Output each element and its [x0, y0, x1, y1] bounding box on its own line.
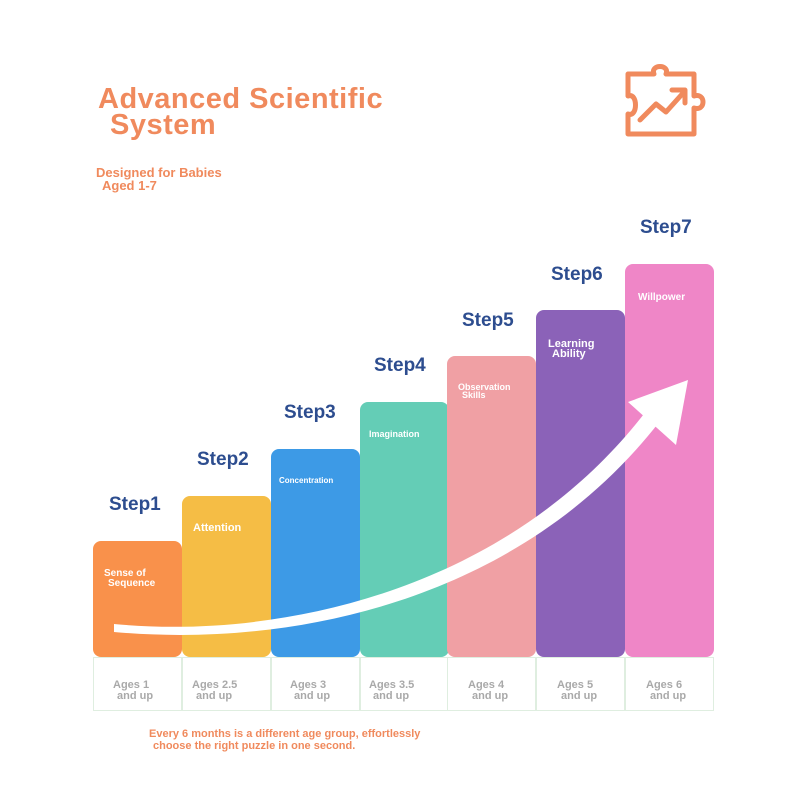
step-bar-1: [93, 541, 182, 657]
subtitle-line-1: Designed for Babies: [96, 165, 222, 180]
step-label-3: Step3: [284, 402, 336, 423]
age-box-2: [182, 657, 271, 711]
age-label-7-line-2: and up: [650, 690, 687, 702]
step-label-1: Step1: [109, 494, 161, 515]
puzzle-growth-icon: [625, 64, 706, 137]
age-box-6: [536, 657, 625, 711]
step-label-2: Step2: [197, 449, 249, 470]
subtitle-line-2: Aged 1-7: [102, 178, 157, 193]
footer-note: Every 6 months is a different age group,…: [149, 728, 420, 752]
age-label-5: Ages 4 and up: [468, 680, 508, 702]
step-bar-4: [360, 402, 449, 657]
skill-label-6-line-2: Ability: [552, 348, 586, 360]
age-label-7: Ages 6 and up: [646, 680, 686, 702]
age-label-1-line-2: and up: [117, 690, 154, 702]
title-line-2: System: [110, 109, 217, 141]
age-label-6-line-1: Ages 5: [557, 679, 594, 691]
step-bar-7: [625, 264, 714, 657]
title-line-1: Advanced Scientific: [98, 83, 384, 115]
age-label-3-line-1: Ages 3: [290, 679, 327, 691]
step-label-7: Step7: [640, 217, 692, 238]
skill-label-1-line-2: Sequence: [108, 578, 156, 589]
step-bar-2: [182, 496, 271, 657]
age-label-1-line-1: Ages 1: [113, 679, 150, 691]
step-label-6: Step6: [551, 264, 603, 285]
skill-label-2: Attention: [193, 522, 242, 534]
skill-label-5-line-1: Observation: [458, 382, 511, 392]
age-box-3: [271, 657, 360, 711]
skill-label-6-line-1: Learning: [548, 338, 595, 350]
age-label-7-line-1: Ages 6: [646, 679, 683, 691]
age-label-2: Ages 2.5 and up: [192, 680, 237, 702]
step-bar-5: [447, 356, 536, 657]
age-label-3: Ages 3 and up: [290, 680, 330, 702]
age-label-2-line-2: and up: [196, 690, 233, 702]
subtitle: Designed for Babies Aged 1-7: [96, 166, 222, 192]
age-label-3-line-2: and up: [294, 690, 331, 702]
skill-label-7: Willpower: [638, 292, 686, 303]
age-box-7: [625, 657, 714, 711]
age-label-4: Ages 3.5 and up: [369, 680, 414, 702]
age-box-1: [93, 657, 182, 711]
age-label-1: Ages 1 and up: [113, 680, 153, 702]
age-label-6: Ages 5 and up: [557, 680, 597, 702]
skill-label-4: Imagination: [369, 429, 420, 439]
age-label-4-line-2: and up: [373, 690, 410, 702]
page-title: Advanced Scientific System: [98, 83, 384, 141]
age-label-2-line-1: Ages 2.5: [192, 679, 238, 691]
age-label-5-line-2: and up: [472, 690, 509, 702]
footer-line-2: choose the right puzzle in one second.: [153, 740, 356, 752]
age-label-6-line-2: and up: [561, 690, 598, 702]
age-box-5: [447, 657, 536, 711]
skill-label-3: Concentration: [279, 476, 334, 485]
skill-label-1: Sense of Sequence: [104, 569, 155, 589]
skill-label-6: Learning Ability: [548, 338, 595, 360]
skill-label-5-line-2: Skills: [462, 390, 486, 400]
step-label-4: Step4: [374, 355, 426, 376]
age-box-4: [360, 657, 449, 711]
age-label-5-line-1: Ages 4: [468, 679, 505, 691]
step-bar-6: [536, 310, 625, 657]
skill-label-5: Observation Skills: [458, 382, 511, 400]
footer-line-1: Every 6 months is a different age group,…: [149, 728, 421, 740]
age-label-4-line-1: Ages 3.5: [369, 679, 415, 691]
step-label-5: Step5: [462, 310, 514, 331]
